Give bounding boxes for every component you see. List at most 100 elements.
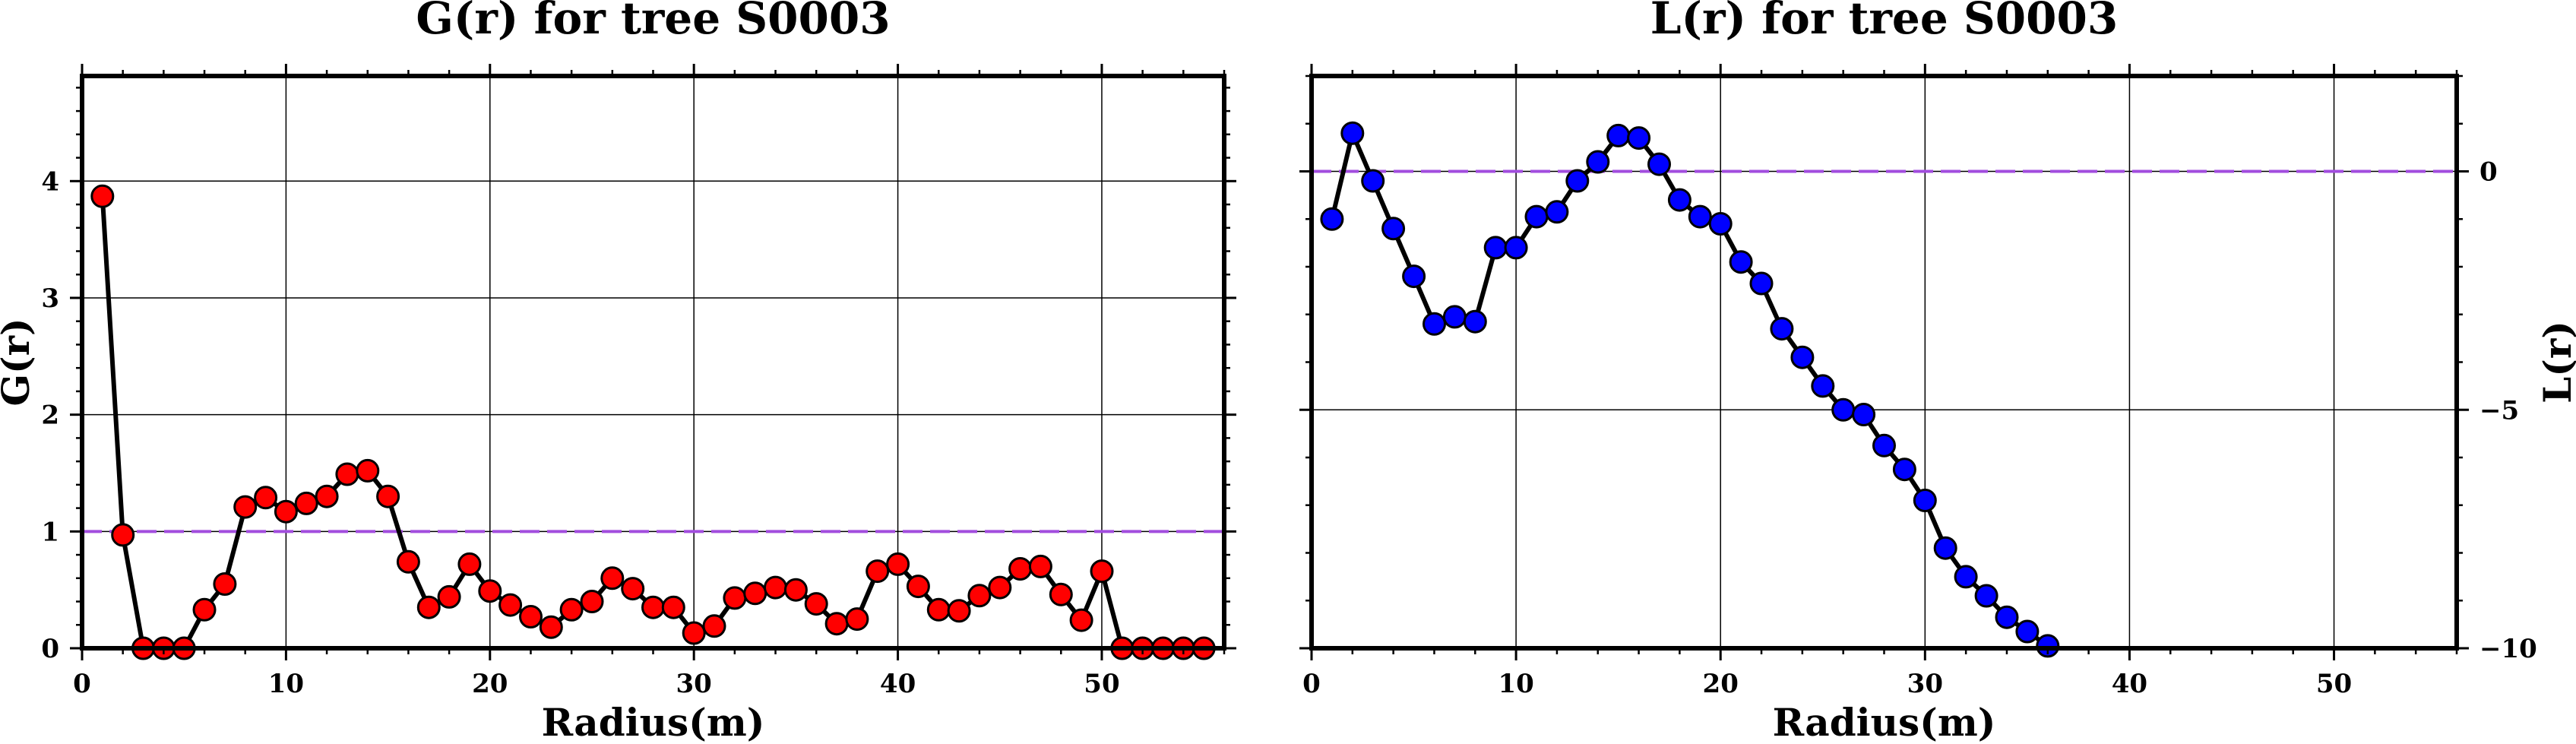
g-data-point xyxy=(824,612,849,636)
g-data-point xyxy=(356,458,380,483)
l-data-point xyxy=(1606,123,1631,147)
g-data-point xyxy=(641,595,665,619)
l-y-tick-label: 0 xyxy=(2479,157,2498,188)
l-data-point xyxy=(1545,200,1569,224)
l-x-tick-label: 20 xyxy=(1703,669,1739,699)
l-data-point xyxy=(1974,584,1998,608)
g-gridlines xyxy=(82,76,1224,648)
g-series-line xyxy=(100,196,1204,651)
l-chart-title: L(r) for tree S0003 xyxy=(1650,0,2118,44)
g-ticks: 0 10 20 30 40 50 0 1 2 3 4 xyxy=(41,64,1236,699)
l-data-point xyxy=(2036,634,2060,658)
g-series xyxy=(90,184,1216,660)
g-data-point xyxy=(396,549,420,574)
g-data-point xyxy=(967,584,992,608)
l-data-point xyxy=(1565,169,1590,193)
g-y-tick-label: 0 xyxy=(41,634,59,664)
l-data-point xyxy=(1729,250,1753,274)
g-data-point xyxy=(845,607,869,632)
g-data-point xyxy=(478,579,502,603)
l-data-point xyxy=(1442,305,1467,329)
g-y-tick-label: 1 xyxy=(41,517,59,547)
l-data-point xyxy=(1933,536,1957,560)
g-y-axis-label: G(r) xyxy=(0,318,38,406)
g-x-tick-label: 10 xyxy=(268,669,304,699)
g-data-point xyxy=(702,614,726,638)
g-data-point xyxy=(988,575,1012,600)
l-x-tick-label: 0 xyxy=(1302,669,1321,699)
l-data-point xyxy=(1524,204,1549,229)
g-data-point xyxy=(621,577,645,601)
g-y-tick-label: 4 xyxy=(41,166,59,197)
l-data-point xyxy=(1708,212,1733,236)
g-data-point xyxy=(600,566,625,590)
g-data-point xyxy=(335,462,359,486)
l-ticks: 0 10 20 30 40 50 0 −5 −10 xyxy=(1299,64,2537,699)
g-data-point xyxy=(783,578,808,602)
g-data-point xyxy=(539,615,563,639)
g-data-point xyxy=(213,572,237,596)
g-data-point xyxy=(294,491,318,515)
l-y-axis-label: L(r) xyxy=(2535,321,2576,404)
g-data-point xyxy=(1090,559,1114,584)
g-data-point xyxy=(682,621,706,645)
l-data-point xyxy=(1872,433,1896,457)
g-data-point xyxy=(1049,582,1073,606)
g-data-point xyxy=(315,484,339,508)
l-data-point xyxy=(1361,169,1385,193)
g-data-point xyxy=(90,184,115,208)
l-data-point xyxy=(1463,309,1487,334)
l-data-point xyxy=(2015,619,2040,644)
l-data-point xyxy=(1688,204,1712,229)
g-data-point xyxy=(559,597,584,622)
g-chart-title: G(r) for tree S0003 xyxy=(416,0,890,44)
g-data-point xyxy=(804,592,828,616)
g-data-point xyxy=(233,495,258,519)
l-series-line xyxy=(1329,131,2049,648)
l-data-point xyxy=(1831,397,1856,422)
g-data-point xyxy=(723,586,747,610)
g-data-point xyxy=(192,597,217,622)
g-x-tick-label: 50 xyxy=(1084,669,1119,699)
l-data-point xyxy=(1749,271,1774,296)
g-x-tick-label: 30 xyxy=(676,669,712,699)
g-data-point xyxy=(111,523,135,547)
l-data-point xyxy=(1995,605,2019,629)
l-x-tick-label: 40 xyxy=(2112,669,2147,699)
g-y-tick-label: 2 xyxy=(41,400,59,431)
l-data-point xyxy=(1790,345,1815,369)
g-data-point xyxy=(1069,608,1093,632)
g-data-point xyxy=(519,605,543,628)
l-x-tick-label: 10 xyxy=(1498,669,1533,699)
l-data-point xyxy=(1320,207,1344,231)
g-data-point xyxy=(764,575,787,600)
g-data-point xyxy=(1028,554,1052,578)
l-chart-panel: 0 10 20 30 40 50 0 −5 −10 L(r) for tree S0003 Ra… xyxy=(1299,0,2576,744)
g-x-tick-label: 20 xyxy=(472,669,508,699)
l-data-point xyxy=(1402,264,1426,289)
g-data-point xyxy=(906,575,930,599)
l-gridlines xyxy=(1312,76,2457,648)
g-data-point xyxy=(416,595,441,619)
l-data-point xyxy=(1340,121,1365,145)
g-x-tick-label: 40 xyxy=(880,669,916,699)
l-data-point xyxy=(1586,150,1610,174)
l-data-point xyxy=(1770,317,1794,341)
l-data-point xyxy=(1892,457,1916,482)
g-data-point xyxy=(498,593,523,617)
g-data-point xyxy=(376,484,400,508)
l-x-tick-label: 30 xyxy=(1907,669,1943,699)
l-y-tick-label: −10 xyxy=(2479,634,2537,664)
l-data-point xyxy=(1954,565,1978,589)
g-data-point xyxy=(274,499,298,524)
g-data-point xyxy=(743,581,767,606)
g-x-tick-label: 0 xyxy=(73,669,91,699)
l-data-point xyxy=(1811,374,1835,398)
l-series xyxy=(1320,121,2060,658)
g-plot-frame xyxy=(80,74,1226,651)
l-x-tick-label: 50 xyxy=(2316,669,2352,699)
g-data-point xyxy=(926,597,951,622)
g-data-point xyxy=(886,552,910,576)
l-data-point xyxy=(1647,152,1671,176)
